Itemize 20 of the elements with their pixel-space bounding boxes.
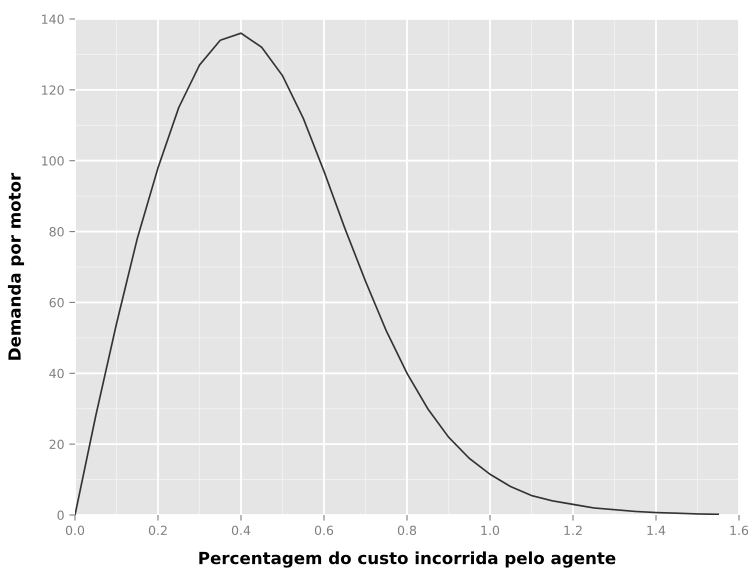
- y-tick-label: 20: [50, 440, 64, 450]
- line-series: [75, 32, 720, 515]
- y-tick-label: 0: [57, 510, 64, 520]
- x-tick-label: 0.4: [232, 526, 250, 536]
- y-tick-label: 100: [42, 156, 64, 166]
- x-tick-label: 1.2: [564, 526, 582, 535]
- y-tick-label: 40: [49, 368, 64, 378]
- x-tick-label: 1.6: [730, 526, 748, 536]
- x-tick-label: 1.0: [481, 526, 500, 536]
- y-axis-title: Demanda por motor: [8, 172, 24, 360]
- x-tick-label: 0.2: [148, 526, 167, 536]
- x-tick-label: 0.8: [398, 526, 416, 536]
- y-tick-label: 140: [42, 14, 64, 24]
- x-tick-label: 0.0: [66, 526, 84, 536]
- x-tick-label: 0.6: [314, 526, 334, 536]
- x-tick-label: 1.4: [647, 526, 666, 535]
- y-tick-label: 60: [50, 298, 64, 308]
- x-axis-title: Percentagem do custo incorrida pelo agente: [199, 551, 616, 568]
- y-tick-label: 80: [50, 227, 64, 236]
- y-tick-label: 120: [42, 85, 64, 95]
